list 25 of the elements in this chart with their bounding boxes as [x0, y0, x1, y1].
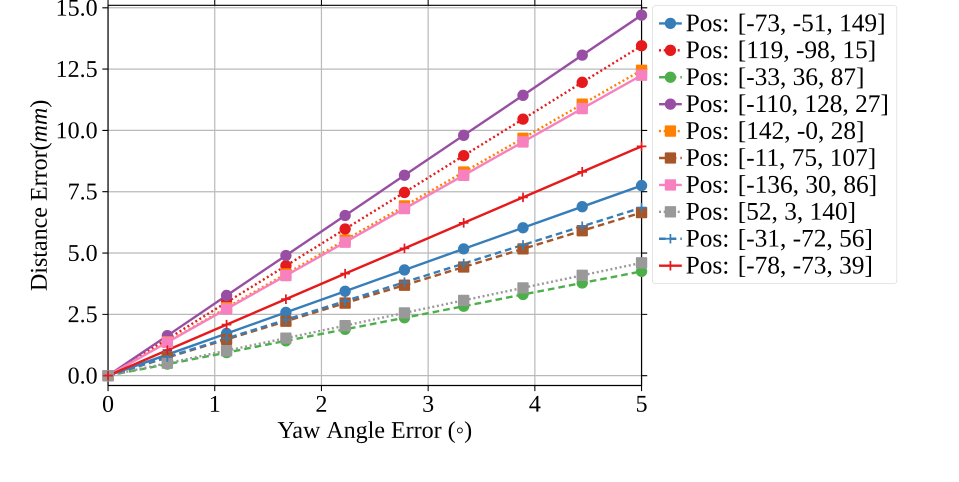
x-tick-label: 2: [316, 396, 326, 412]
x-axis-title: Yaw Angle Error (◦): [278, 421, 472, 444]
y-tick-label: 0.0: [68, 368, 97, 384]
legend-label: Pos: [142, -0, 28]: [686, 122, 863, 144]
y-tick-label: 12.5: [58, 61, 97, 78]
x-tick-label: 0: [102, 396, 114, 412]
legend-label: Pos: [-33, 36, 87]: [686, 68, 863, 90]
legend-label: Pos: [-110, 128, 27]: [686, 94, 887, 116]
y-axis-title: Distance Error(mm): [30, 101, 52, 291]
x-tick-label: 4: [529, 396, 540, 412]
legend-label: Pos: [-78, -73, 39]: [686, 256, 872, 278]
y-tick-label: 15.0: [58, 0, 97, 16]
x-tick-label: 3: [423, 396, 434, 412]
legend-label: Pos: [52, 3, 140]: [686, 202, 854, 224]
legend-label: Pos: [-136, 30, 86]: [686, 175, 876, 197]
x-tick-label: 1: [210, 396, 220, 412]
y-tick-label: 5.0: [69, 245, 97, 262]
y-tick-label: 7.5: [69, 184, 97, 200]
legend-label: Pos: [-31, -72, 56]: [686, 229, 872, 251]
y-tick-label: 10.0: [58, 122, 97, 139]
legend-label: Pos: [119, -98, 15]: [686, 40, 874, 62]
y-tick-label: 2.5: [68, 306, 97, 323]
legend-label: Pos: [-11, 75, 107]: [686, 148, 874, 170]
x-tick-label: 5: [636, 396, 647, 412]
legend-label: Pos: [-73, -51, 149]: [686, 14, 884, 36]
